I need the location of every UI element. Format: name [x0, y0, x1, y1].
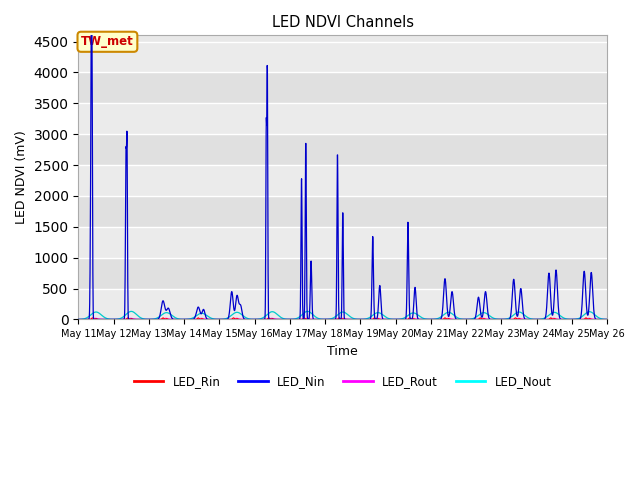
- Bar: [79, 288, 607, 319]
- Y-axis label: LED NDVI (mV): LED NDVI (mV): [15, 131, 28, 224]
- Bar: [79, 227, 607, 258]
- Title: LED NDVI Channels: LED NDVI Channels: [272, 15, 414, 30]
- Legend: LED_Rin, LED_Nin, LED_Rout, LED_Nout: LED_Rin, LED_Nin, LED_Rout, LED_Nout: [129, 371, 557, 393]
- Bar: [79, 134, 607, 165]
- Bar: [79, 72, 607, 103]
- Bar: [79, 258, 607, 288]
- Bar: [79, 165, 607, 196]
- X-axis label: Time: Time: [328, 345, 358, 358]
- Bar: [79, 103, 607, 134]
- Bar: [79, 41, 607, 72]
- Bar: [79, 196, 607, 227]
- Text: TW_met: TW_met: [81, 35, 134, 48]
